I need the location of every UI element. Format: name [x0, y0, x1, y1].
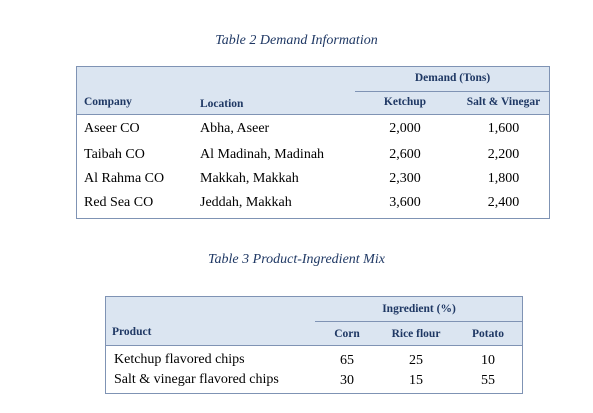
cell-company: Aseer CO: [84, 121, 140, 136]
cell-company: Al Rahma CO: [84, 171, 165, 186]
col-header-rice-flour: Rice flour: [391, 328, 441, 340]
col-header-salt-vinegar: Salt & Vinegar: [466, 96, 541, 108]
cell-company: Taibah CO: [84, 147, 145, 162]
group-header-demand: Demand (Tons): [414, 72, 491, 84]
cell-salt-vinegar: 1,800: [487, 171, 520, 186]
col-header-product: Product: [112, 326, 152, 338]
cell-potato: 10: [481, 353, 495, 368]
cell-rice-flour: 25: [409, 353, 423, 368]
cell-salt-vinegar: 1,600: [487, 121, 520, 136]
cell-ketchup: 3,600: [389, 195, 421, 210]
table2-caption: Table 2 Demand Information: [215, 33, 378, 48]
col-header-ketchup: Ketchup: [383, 96, 427, 108]
cell-ketchup: 2,000: [389, 121, 421, 136]
cell-location: Jeddah, Makkah: [200, 195, 292, 210]
cell-product: Salt & vinegar flavored chips: [114, 372, 279, 387]
ingredient-table: Ingredient (%) Product Corn Rice flour P…: [105, 296, 523, 394]
cell-location: Makkah, Makkah: [200, 171, 299, 186]
cell-ketchup: 2,300: [389, 171, 421, 186]
group-header-rule: [355, 91, 549, 92]
group-header-rule: [315, 321, 522, 322]
cell-potato: 55: [481, 373, 495, 388]
col-header-corn: Corn: [334, 328, 360, 340]
header-bottom-rule: [106, 345, 522, 346]
cell-salt-vinegar: 2,200: [487, 147, 520, 162]
cell-ketchup: 2,600: [389, 147, 421, 162]
cell-salt-vinegar: 2,400: [487, 195, 520, 210]
table3-caption: Table 3 Product-Ingredient Mix: [208, 252, 385, 267]
cell-corn: 30: [340, 373, 354, 388]
group-header-ingredient: Ingredient (%): [382, 303, 456, 315]
cell-company: Red Sea CO: [84, 195, 154, 210]
cell-location: Abha, Aseer: [200, 121, 270, 136]
cell-rice-flour: 15: [409, 373, 423, 388]
cell-product: Ketchup flavored chips: [114, 352, 245, 367]
col-header-location: Location: [200, 98, 244, 110]
cell-corn: 65: [340, 353, 354, 368]
header-bottom-rule: [77, 114, 549, 115]
demand-table: Demand (Tons) Company Location Ketchup S…: [76, 66, 550, 219]
col-header-potato: Potato: [472, 328, 504, 340]
col-header-company: Company: [84, 96, 132, 108]
cell-location: Al Madinah, Madinah: [200, 147, 325, 162]
